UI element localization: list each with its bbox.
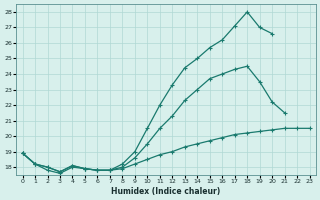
X-axis label: Humidex (Indice chaleur): Humidex (Indice chaleur) xyxy=(111,187,221,196)
